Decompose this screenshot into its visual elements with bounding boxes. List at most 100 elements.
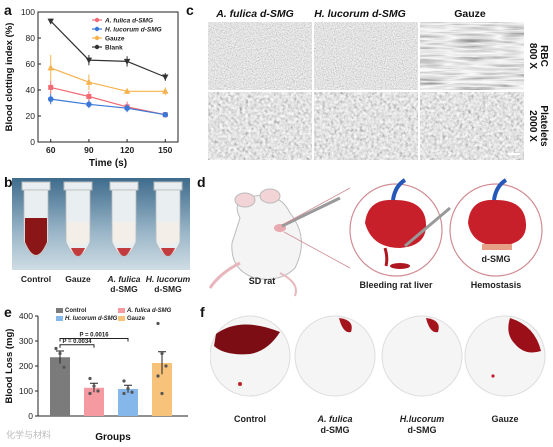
panel-letter-c: c — [186, 2, 194, 18]
legend-label: Blank — [105, 45, 123, 52]
legend-label: H. lucorum d-SMG — [65, 316, 118, 322]
y-tick-label: 400 — [19, 311, 33, 321]
data-point — [164, 364, 168, 368]
data-point — [162, 111, 169, 118]
series-line — [50, 98, 166, 116]
panel-f: Control A. fulica d-SMG H.lucorum d-SMG Ga… — [209, 306, 550, 442]
sem-row-1-line2: 800 X — [527, 43, 538, 69]
dish-label-3: H.lucorum d-SMG — [400, 414, 445, 435]
tube-label-3: A. fulica d-SMG — [106, 274, 140, 294]
data-point — [156, 321, 160, 326]
data-point — [86, 94, 92, 99]
dish-label-4: Gauze — [491, 414, 518, 424]
data-point — [88, 391, 92, 396]
legend-swatch — [56, 316, 63, 321]
data-point — [86, 101, 92, 108]
tube-label-3-l1: A. fulica — [106, 274, 140, 284]
series-line — [50, 20, 166, 78]
x-axis-label: Time (s) — [89, 158, 127, 169]
data-point — [92, 384, 96, 388]
tube-liquid — [157, 222, 179, 245]
y-tick-label: 300 — [19, 336, 33, 346]
tube-cap — [21, 181, 51, 191]
tube-photo: Control Gauze A. fulica d-SMG H. lucorum d… — [12, 178, 191, 294]
dish-label-2: A. fulica d-SMG — [316, 414, 352, 435]
legend-label: Gauze — [105, 36, 125, 43]
panel-letter-e: e — [4, 304, 12, 320]
dish-label-3-l2: d-SMG — [408, 425, 437, 435]
sem-row-2-line1: Platelets — [538, 105, 549, 147]
y-axis-label: Blood clotting index (%) — [4, 23, 15, 132]
data-point — [47, 96, 54, 102]
legend-swatch — [118, 316, 125, 321]
sem-img-afulica-rbc — [208, 22, 312, 90]
dish-label-3-l1: H.lucorum — [400, 414, 445, 424]
y-tick-label: 40 — [26, 85, 36, 95]
data-point — [122, 391, 126, 396]
panel-letter-f: f — [200, 304, 205, 320]
panel-letter-d: d — [197, 174, 206, 190]
blood-stain — [426, 318, 439, 333]
dish-label-2-l1: A. fulica — [316, 414, 352, 424]
sig-label: P = 0.0034 — [62, 339, 92, 345]
panel-letter-a: a — [4, 2, 12, 18]
data-point — [126, 386, 130, 391]
tube-cap — [153, 181, 183, 191]
label-dsmg: d-SMG — [482, 254, 511, 264]
data-point — [160, 391, 164, 396]
bar — [118, 389, 138, 416]
tube-label-4-l2: d-SMG — [154, 284, 182, 294]
data-point — [58, 351, 62, 356]
y-tick-label: 0 — [28, 411, 33, 421]
data-point — [47, 18, 54, 25]
data-point — [48, 84, 54, 90]
petri-dish — [294, 315, 376, 397]
panel-b: Control Gauze A. fulica d-SMG H. lucorum d… — [12, 178, 191, 298]
rat-illustration — [208, 188, 341, 297]
y-tick-label: 80 — [26, 33, 36, 43]
y-tick-label: 60 — [26, 59, 36, 69]
blood-stain — [339, 318, 352, 333]
label-hemostasis: Hemostasis — [471, 280, 522, 290]
blood-stain — [508, 318, 541, 353]
legend-marker — [94, 26, 100, 32]
dish-label-1: Control — [234, 414, 266, 424]
legend-swatch — [118, 308, 125, 313]
data-point — [85, 57, 93, 64]
sem-row-1-line1: RBC — [538, 45, 549, 67]
series-line — [50, 67, 166, 92]
tube-liquid — [67, 222, 89, 245]
data-point — [162, 87, 169, 94]
data-point — [122, 379, 126, 383]
legend-label: H. lucorum d-SMG — [105, 27, 162, 34]
legend-label: Gauze — [127, 316, 146, 322]
sem-col-2: H. lucorum d-SMG — [314, 8, 406, 20]
data-point — [156, 374, 160, 378]
blood-stain — [214, 324, 280, 355]
sem-grid: A. fulica d-SMG H. lucorum d-SMG Gauze R… — [208, 8, 549, 160]
x-tick-label: 60 — [46, 145, 56, 155]
sem-img-gauze-rbc — [420, 22, 524, 90]
legend-swatch — [56, 308, 63, 313]
tube-cap — [109, 181, 139, 191]
data-point — [123, 58, 131, 65]
label-bleeding-liver: Bleeding rat liver — [359, 280, 433, 290]
y-axis-label: Blood Loss (mg) — [4, 329, 15, 404]
data-point — [124, 105, 130, 111]
data-point — [130, 390, 134, 394]
tube-label-4-l1: H. lucorum — [146, 274, 190, 284]
x-axis-label: Groups — [95, 432, 131, 443]
panel-d: SD rat Bleeding rat liver d-SMG Hemostas… — [200, 178, 552, 300]
x-tick-label: 150 — [158, 145, 172, 155]
tube-cap — [63, 181, 93, 191]
sem-col-1: A. fulica d-SMG — [215, 8, 294, 20]
y-tick-label: 20 — [26, 111, 36, 121]
sig-bracket — [59, 338, 129, 342]
y-tick-label: 0 — [30, 137, 35, 147]
label-sd-rat: SD rat — [249, 276, 276, 286]
sem-row-1: RBC800 X — [527, 43, 549, 69]
data-point — [54, 346, 58, 351]
tube-label-4: H. lucorum d-SMG — [146, 274, 190, 294]
y-tick-label: 100 — [21, 7, 35, 17]
legend-marker — [94, 44, 100, 50]
